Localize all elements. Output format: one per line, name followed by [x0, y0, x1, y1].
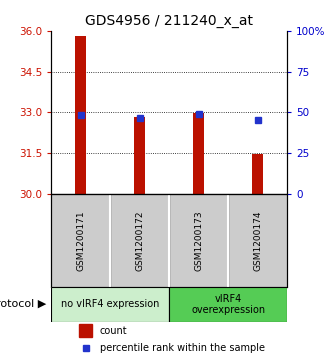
Bar: [169, 194, 228, 287]
Text: GSM1200173: GSM1200173: [194, 210, 203, 271]
Bar: [193, 113, 204, 194]
Bar: [80, 325, 92, 337]
Bar: [169, 287, 287, 322]
Bar: [51, 287, 169, 322]
Bar: [110, 194, 169, 287]
Text: GSM1200171: GSM1200171: [76, 210, 85, 271]
Text: GSM1200174: GSM1200174: [253, 210, 262, 271]
Bar: [51, 194, 110, 287]
Bar: [228, 194, 287, 287]
Bar: [75, 36, 86, 194]
Bar: [134, 117, 145, 194]
Text: no vIRF4 expression: no vIRF4 expression: [61, 299, 159, 309]
Text: vIRF4
overexpression: vIRF4 overexpression: [191, 294, 265, 315]
Text: percentile rank within the sample: percentile rank within the sample: [100, 343, 265, 352]
Text: GSM1200172: GSM1200172: [135, 210, 144, 271]
Bar: [252, 154, 263, 194]
Title: GDS4956 / 211240_x_at: GDS4956 / 211240_x_at: [85, 15, 253, 28]
Text: protocol ▶: protocol ▶: [0, 299, 47, 309]
Text: count: count: [100, 326, 127, 336]
